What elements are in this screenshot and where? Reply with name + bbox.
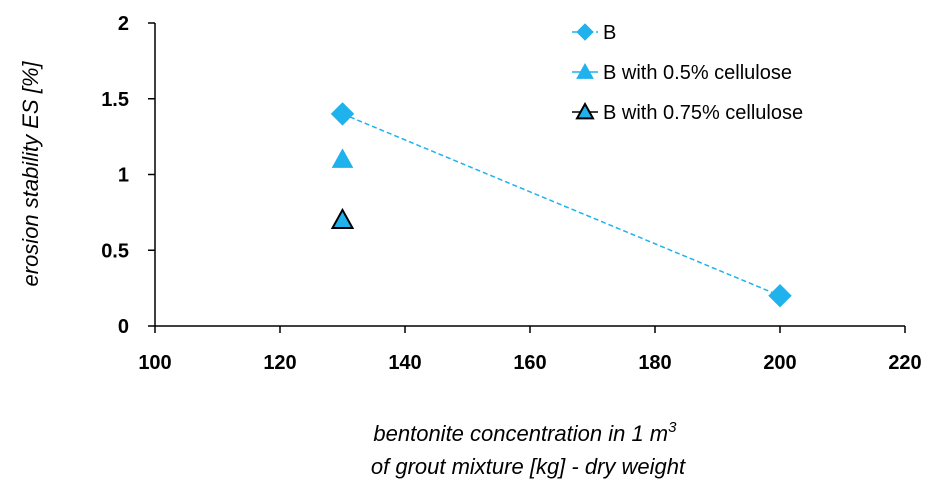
x-axis-title-line-1: bentonite concentration in 1 m3 [373,419,677,446]
legend-marker [576,23,594,41]
data-point-series-2 [330,207,355,229]
legend-label: B with 0.5% cellulose [603,62,792,84]
x-axis-title: bentonite concentration in 1 m3 of grout… [371,412,686,479]
y-tick-label: 0.5 [101,240,129,262]
x-tick-label: 140 [388,352,421,374]
x-tick-label: 220 [888,352,921,374]
legend-entry-1: B with 0.5% cellulose [572,62,792,84]
data-point-series-1 [331,148,354,168]
y-tick-label: 0 [118,316,129,338]
x-tick-label: 200 [763,352,796,374]
x-tick-label: 180 [638,352,671,374]
y-tick-label: 2 [118,13,129,35]
data-point-series-0 [768,283,792,308]
y-axis-title: erosion stability ES [%] [18,61,43,287]
legend-marker [575,101,595,120]
axes [148,22,906,333]
x-tick-label: 100 [138,352,171,374]
tick-labels: 100 120 140 160 180 200 220 0 0.5 1 1.5 2 [101,13,922,374]
legend-entry-2: B with 0.75% cellulose [572,101,803,124]
x-axis-title-line-2: of grout mixture [kg] - dry weight [371,454,686,479]
legend: B B with 0.5% cellulose B with 0.75% cellu… [572,22,803,124]
x-axis-title-superscript: 3 [668,419,677,436]
legend-label: B [603,22,616,44]
x-tick-label: 160 [513,352,546,374]
legend-entry-0: B [572,22,616,44]
data-series [330,102,792,308]
series-line-0 [342,113,781,297]
y-tick-label: 1.5 [101,89,129,111]
legend-marker [576,62,594,79]
x-tick-label: 120 [263,352,296,374]
legend-label: B with 0.75% cellulose [603,102,803,124]
y-tick-label: 1 [118,165,129,187]
data-point-series-0 [330,102,355,126]
